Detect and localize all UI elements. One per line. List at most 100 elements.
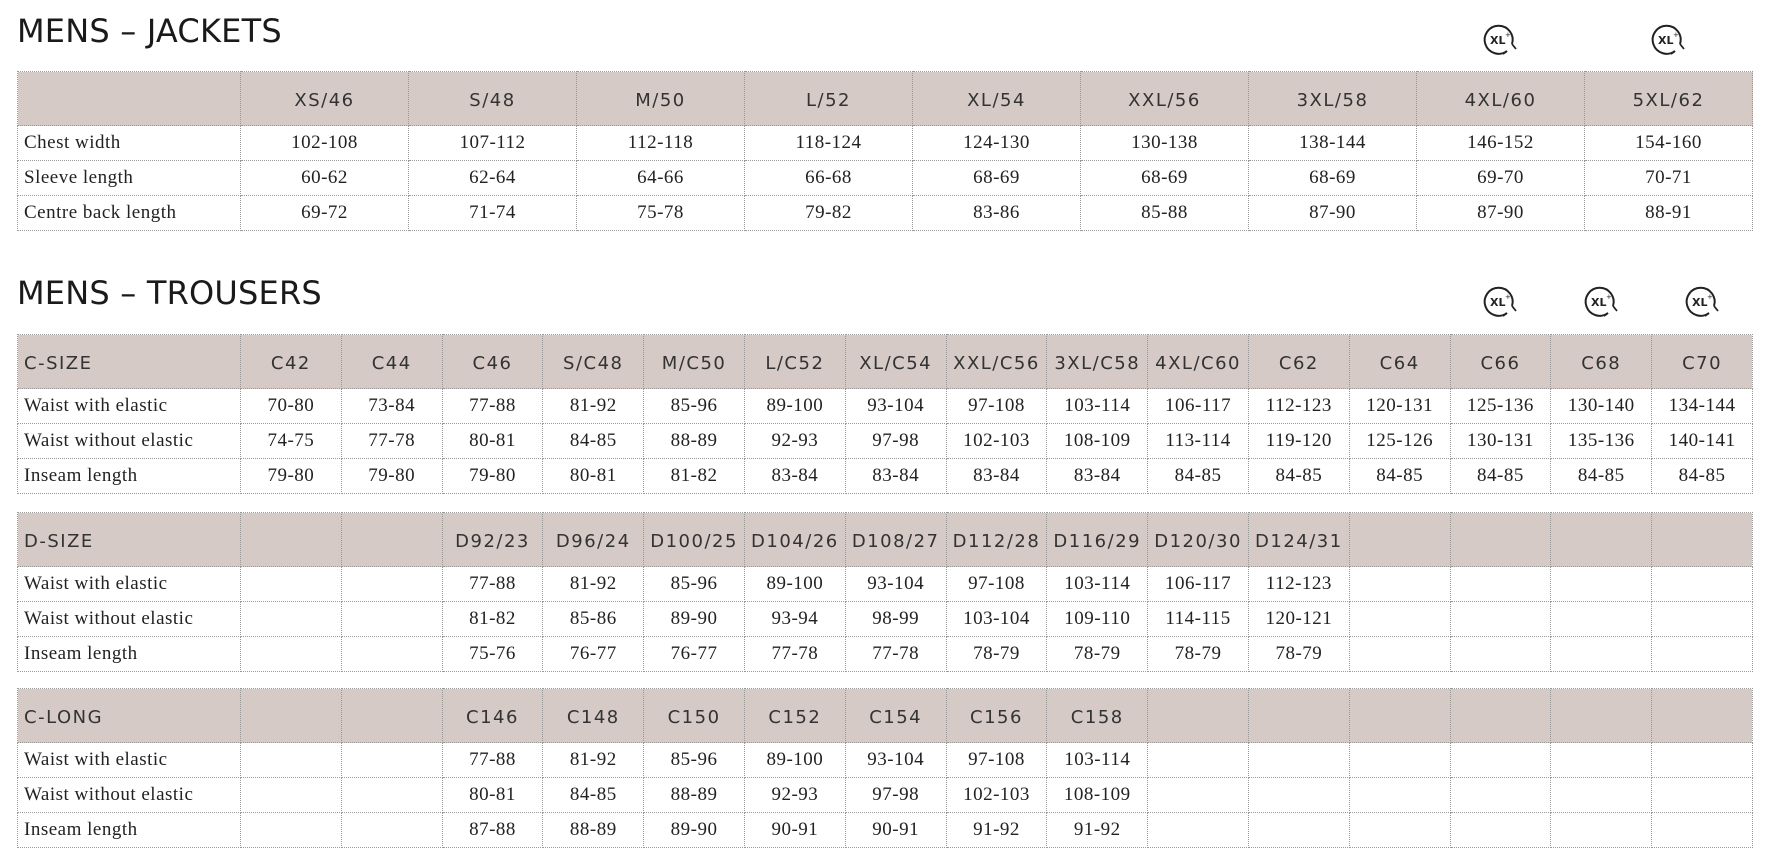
- size-header: C68: [1550, 334, 1653, 389]
- svg-text:XL: XL: [1692, 296, 1708, 309]
- measurement-cell: 68-69: [912, 160, 1081, 196]
- measurement-label: Chest width: [17, 125, 241, 161]
- svg-text:+: +: [1505, 293, 1511, 301]
- table-row: Waist without elastic 81-82 85-86 89-90 93-9…: [17, 601, 1753, 637]
- xl-plus-size-icon: XL +: [1650, 22, 1686, 58]
- size-header: M/50: [576, 71, 745, 126]
- measurement-cell: 70-71: [1584, 160, 1753, 196]
- measurement-label: Centre back length: [17, 195, 241, 231]
- measurement-cell: 77-78: [844, 636, 947, 672]
- measurement-cell: 81-82: [441, 601, 544, 637]
- section-label: C-SIZE: [17, 334, 241, 389]
- measurement-cell: 154-160: [1584, 125, 1753, 161]
- measurement-label: Waist without elastic: [17, 423, 241, 459]
- measurement-cell: 78-79: [1247, 636, 1350, 672]
- measurement-cell: [1147, 812, 1249, 848]
- measurement-cell: 74-75: [240, 423, 342, 459]
- size-header: [1449, 512, 1552, 567]
- measurement-cell: [1449, 566, 1552, 602]
- measurement-cell: 88-89: [643, 777, 745, 813]
- table-row: Waist with elastic 77-88 81-92 85-96 89-100 9…: [17, 742, 1753, 778]
- measurement-cell: 93-104: [844, 566, 947, 602]
- size-header: [1550, 688, 1653, 743]
- measurement-cell: [340, 742, 443, 778]
- table-row: Centre back length 69-72 71-74 75-78 79-82 83…: [17, 195, 1753, 231]
- measurement-cell: 138-144: [1248, 125, 1417, 161]
- measurement-cell: 85-86: [542, 601, 645, 637]
- size-header: S/48: [408, 71, 577, 126]
- size-header: C64: [1348, 334, 1451, 389]
- measurement-cell: [1449, 601, 1552, 637]
- measurement-cell: 93-104: [844, 742, 947, 778]
- measurement-cell: [1651, 777, 1753, 813]
- measurement-cell: 68-69: [1080, 160, 1249, 196]
- svg-text:+: +: [1505, 31, 1511, 39]
- measurement-cell: 108-109: [1046, 423, 1149, 459]
- measurement-cell: [1651, 812, 1753, 848]
- measurement-cell: 125-136: [1449, 388, 1552, 424]
- measurement-cell: 146-152: [1416, 125, 1585, 161]
- measurement-cell: 78-79: [1046, 636, 1149, 672]
- measurement-cell: 87-90: [1416, 195, 1585, 231]
- measurement-cell: 84-85: [1550, 458, 1653, 494]
- measurement-cell: 80-81: [441, 777, 544, 813]
- size-header: D112/28: [945, 512, 1048, 567]
- table-row: Waist without elastic 74-75 77-78 80-81 84-8…: [17, 423, 1753, 459]
- measurement-cell: 130-131: [1449, 423, 1552, 459]
- size-header: C66: [1449, 334, 1552, 389]
- size-header: XL/C54: [844, 334, 947, 389]
- measurement-cell: 85-96: [643, 742, 745, 778]
- measurement-cell: 88-89: [542, 812, 645, 848]
- measurement-cell: 84-85: [1651, 458, 1753, 494]
- measurement-cell: 102-103: [945, 423, 1048, 459]
- measurement-cell: 79-80: [340, 458, 443, 494]
- size-header: 4XL/60: [1416, 71, 1585, 126]
- xl-plus-size-icon: XL +: [1684, 284, 1720, 320]
- measurement-cell: [1348, 777, 1451, 813]
- measurement-cell: 103-114: [1046, 566, 1149, 602]
- measurement-cell: 76-77: [643, 636, 745, 672]
- measurement-cell: [1449, 777, 1552, 813]
- size-header: XXL/56: [1080, 71, 1249, 126]
- measurement-cell: 80-81: [441, 423, 544, 459]
- measurement-cell: [1651, 566, 1753, 602]
- size-header: 5XL/62: [1584, 71, 1753, 126]
- measurement-cell: 64-66: [576, 160, 745, 196]
- trousers-title: MENS – TROUSERS: [17, 274, 322, 312]
- size-header: D124/31: [1247, 512, 1350, 567]
- measurement-cell: [1348, 812, 1451, 848]
- measurement-cell: 73-84: [340, 388, 443, 424]
- measurement-cell: [1651, 742, 1753, 778]
- measurement-cell: 97-98: [844, 423, 947, 459]
- measurement-cell: 88-91: [1584, 195, 1753, 231]
- size-header: C146: [441, 688, 544, 743]
- table-row: Inseam length 87-88 88-89 89-90 90-91 90-91 91…: [17, 812, 1753, 848]
- measurement-cell: 91-92: [945, 812, 1048, 848]
- measurement-cell: 84-85: [542, 423, 645, 459]
- measurement-cell: 103-114: [1046, 742, 1149, 778]
- header-row: C-SIZE C42 C44 C46 S/C48 M/C50 L/C52 XL/C54 XXL/…: [17, 334, 1753, 389]
- jackets-size-table: XS/46 S/48 M/50 L/52 XL/54 XXL/56 3XL/58 4XL/60…: [17, 71, 1753, 231]
- measurement-cell: 106-117: [1147, 388, 1249, 424]
- measurement-cell: [240, 566, 342, 602]
- size-header: [1247, 688, 1350, 743]
- measurement-cell: 84-85: [1147, 458, 1249, 494]
- measurement-cell: 97-108: [945, 742, 1048, 778]
- measurement-cell: 84-85: [542, 777, 645, 813]
- measurement-cell: 89-100: [743, 388, 846, 424]
- size-header: [1348, 688, 1451, 743]
- svg-text:XL: XL: [1658, 34, 1674, 47]
- size-header: C70: [1651, 334, 1753, 389]
- measurement-cell: [1651, 636, 1753, 672]
- measurement-cell: [340, 636, 443, 672]
- measurement-cell: 102-103: [945, 777, 1048, 813]
- measurement-cell: [1348, 742, 1451, 778]
- measurement-label: Waist with elastic: [17, 742, 241, 778]
- measurement-cell: 66-68: [744, 160, 913, 196]
- size-header: [340, 688, 443, 743]
- section-label: D-SIZE: [17, 512, 241, 567]
- svg-text:XL: XL: [1490, 296, 1506, 309]
- section-label: C-LONG: [17, 688, 241, 743]
- measurement-cell: 112-123: [1247, 566, 1350, 602]
- measurement-cell: 79-82: [744, 195, 913, 231]
